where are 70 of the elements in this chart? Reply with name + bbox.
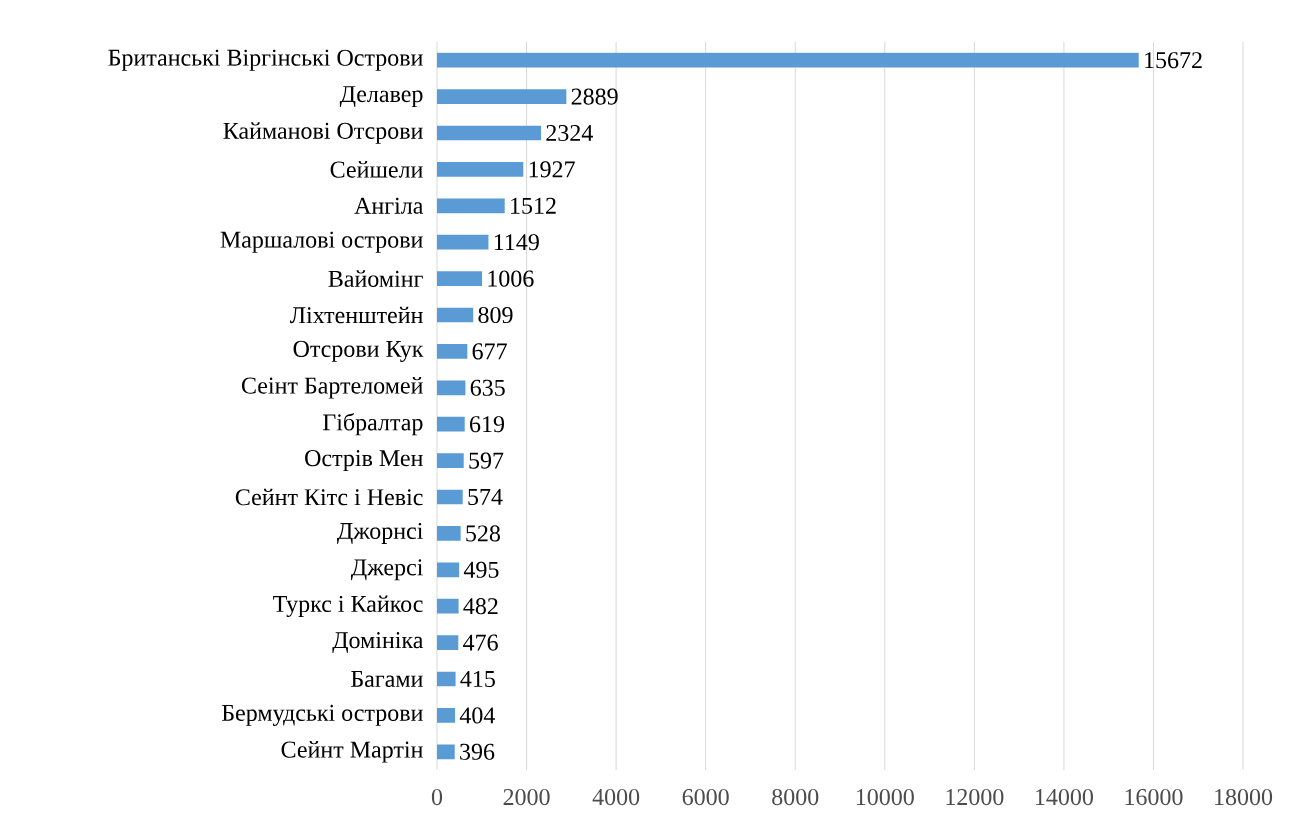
data-label: 635 bbox=[470, 379, 505, 396]
data-label: 2324 bbox=[546, 124, 593, 142]
data-label: 1149 bbox=[494, 234, 539, 251]
x-tick-label: 0 bbox=[431, 788, 443, 806]
data-label: 2889 bbox=[571, 88, 618, 105]
bar bbox=[437, 708, 456, 723]
bar bbox=[437, 489, 463, 505]
bar bbox=[437, 89, 567, 104]
bar bbox=[437, 744, 455, 760]
data-label: 809 bbox=[478, 306, 513, 324]
y-tick-label: Маршалові острови bbox=[220, 231, 423, 253]
x-tick-label: 12000 bbox=[946, 788, 1004, 806]
y-tick-label: Джерсі bbox=[350, 559, 423, 581]
bar bbox=[437, 125, 542, 141]
data-label: 574 bbox=[468, 488, 503, 506]
data-label: 677 bbox=[472, 343, 507, 360]
data-label: 1006 bbox=[488, 270, 534, 287]
y-tick-label: Сейнт Мартін bbox=[281, 741, 423, 763]
bar bbox=[437, 198, 505, 214]
bar bbox=[437, 416, 465, 432]
y-tick-label: Ангіла bbox=[354, 197, 424, 214]
bar bbox=[437, 234, 489, 250]
bar bbox=[437, 598, 459, 614]
y-tick-label: Домініка bbox=[332, 632, 424, 654]
y-tick-label: Отсрови Кук bbox=[293, 340, 424, 362]
x-tick-label: 6000 bbox=[682, 788, 729, 806]
y-tick-label: Багами bbox=[351, 671, 423, 687]
bar bbox=[437, 671, 456, 687]
y-tick-label: Британські Віргінські Острови bbox=[108, 49, 423, 71]
x-tick-label: 8000 bbox=[772, 788, 819, 806]
data-label: 415 bbox=[460, 670, 495, 688]
bar bbox=[437, 162, 524, 177]
bar bbox=[437, 52, 1139, 68]
x-tick-label: 2000 bbox=[503, 788, 550, 806]
y-tick-label: Сейнт Кітс і Невіс bbox=[235, 488, 423, 506]
data-label: 476 bbox=[463, 634, 498, 651]
data-label: 495 bbox=[463, 561, 499, 578]
bar bbox=[437, 526, 461, 541]
bar bbox=[437, 635, 459, 650]
y-tick-label: Гібралтар bbox=[323, 413, 423, 436]
y-tick-label: Делавер bbox=[339, 86, 423, 107]
y-tick-label: Сеінт Бартеломей bbox=[241, 377, 423, 399]
bar bbox=[437, 271, 483, 286]
x-tick-label: 16000 bbox=[1125, 788, 1183, 806]
bar bbox=[437, 344, 468, 359]
y-tick-label: Туркс і Кайкос bbox=[273, 595, 423, 618]
x-tick-label: 14000 bbox=[1036, 788, 1093, 806]
x-tick-label: 18000 bbox=[1215, 788, 1273, 806]
x-tick-label: 10000 bbox=[856, 788, 914, 806]
y-tick-label: Вайомінг bbox=[328, 270, 423, 287]
y-tick-label: Кайманові Отсрови bbox=[223, 122, 423, 144]
y-tick-label: Ліхтенштейн bbox=[289, 306, 423, 324]
data-label: 482 bbox=[463, 598, 498, 615]
data-label: 15672 bbox=[1145, 52, 1202, 69]
x-tick-label: 4000 bbox=[592, 788, 640, 806]
y-tick-label: Бермудські острови bbox=[222, 704, 423, 726]
data-label: 404 bbox=[459, 707, 495, 724]
bar bbox=[437, 380, 466, 396]
data-label: 396 bbox=[460, 743, 495, 760]
bar bbox=[437, 453, 464, 468]
data-label: 1512 bbox=[511, 197, 556, 214]
y-tick-label: Сейшели bbox=[330, 161, 423, 178]
bar bbox=[437, 307, 474, 323]
y-tick-label: Джорнсі bbox=[337, 522, 423, 544]
data-label: 528 bbox=[466, 525, 500, 542]
y-tick-label: Острів Мен bbox=[305, 450, 423, 472]
bar bbox=[437, 562, 460, 578]
data-label: 597 bbox=[469, 452, 504, 469]
data-label: 1927 bbox=[529, 161, 575, 178]
data-label: 619 bbox=[470, 416, 505, 433]
